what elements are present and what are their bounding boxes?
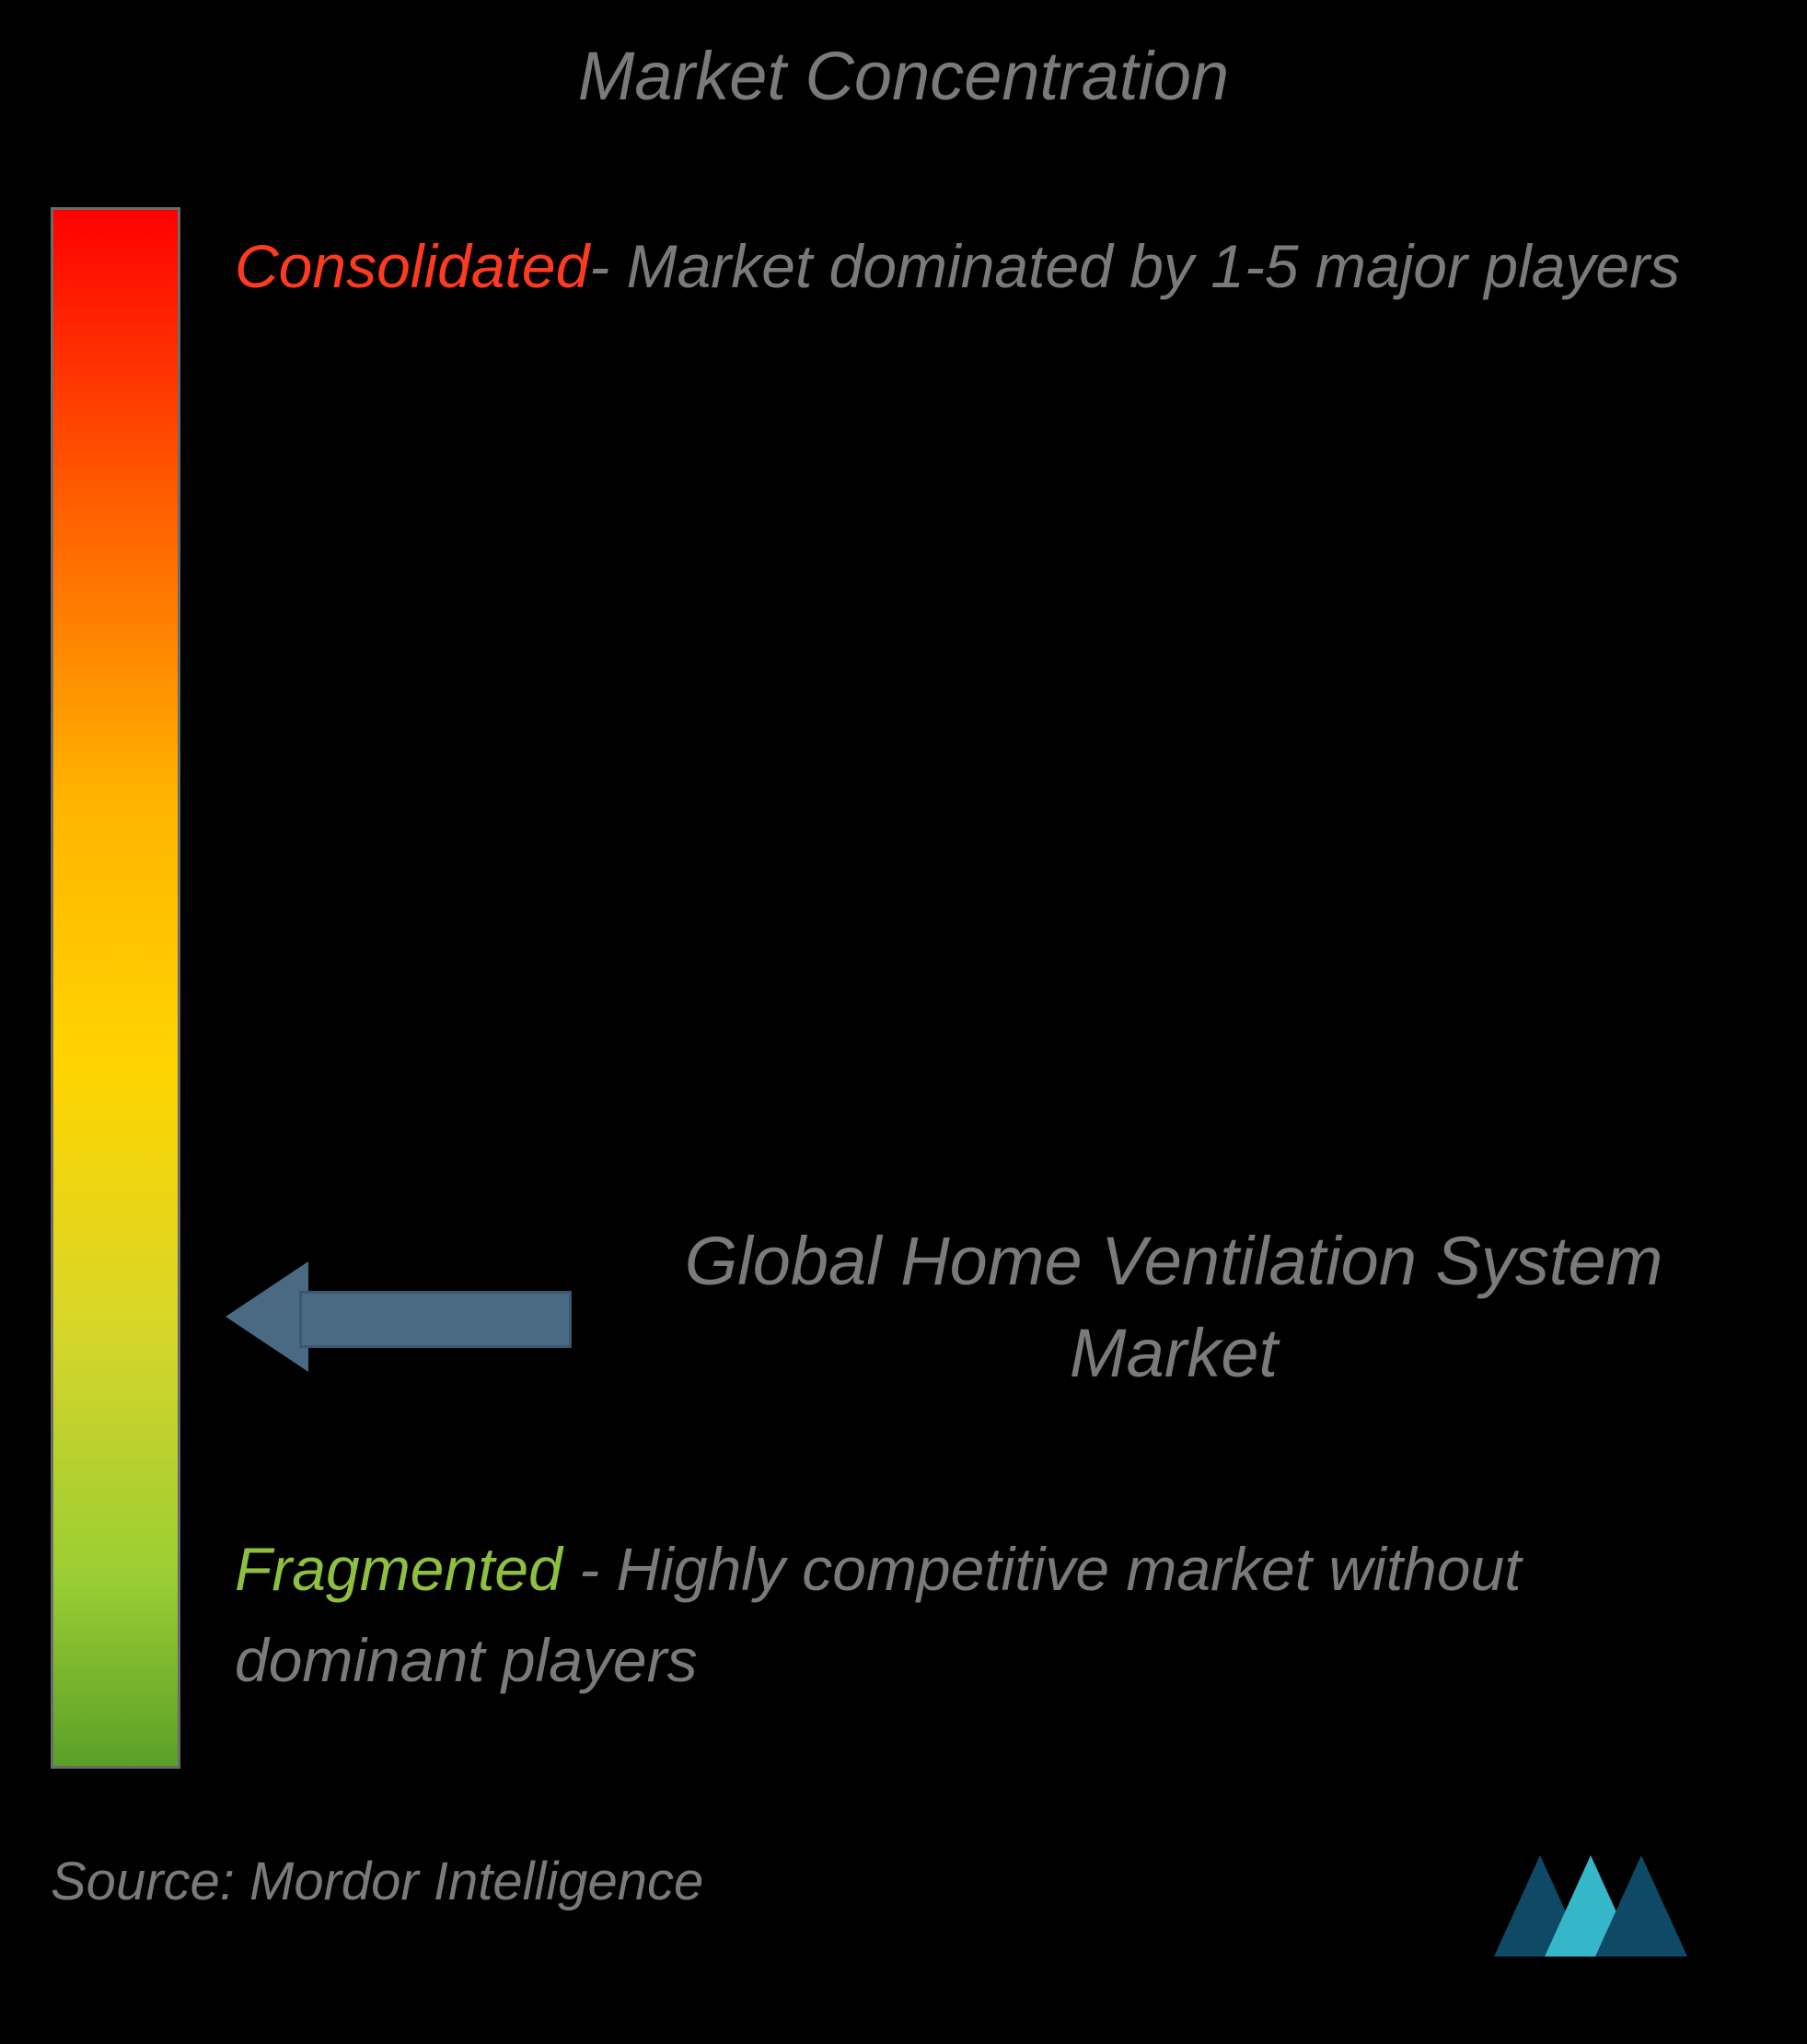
consolidated-description: Consolidated- Market dominated by 1-5 ma…	[235, 221, 1726, 312]
gradient-svg	[53, 210, 178, 1766]
arrow-head-icon	[226, 1261, 308, 1372]
market-position-arrow	[226, 1261, 566, 1372]
source-label: Source:	[51, 1852, 249, 1911]
page-title: Market Concentration	[0, 37, 1807, 115]
market-name: Global Home Ventilation System Market	[644, 1215, 1703, 1399]
market-name-text: Global Home Ventilation System Market	[685, 1223, 1663, 1391]
title-text: Market Concentration	[578, 38, 1229, 114]
fragmented-description: Fragmented - Highly competitive market w…	[235, 1524, 1726, 1706]
consolidated-desc-text: - Market dominated by 1-5 major players	[589, 232, 1680, 300]
brand-logo	[1476, 1837, 1715, 1980]
source-attribution: Source: Mordor Intelligence	[51, 1851, 703, 1912]
arrow-shaft-icon	[299, 1291, 572, 1348]
consolidated-label: Consolidated	[235, 232, 589, 300]
concentration-gradient-bar	[51, 207, 180, 1769]
mordor-logo-icon	[1476, 1837, 1715, 1975]
source-value: Mordor Intelligence	[249, 1852, 703, 1911]
fragmented-label: Fragmented	[235, 1535, 562, 1603]
